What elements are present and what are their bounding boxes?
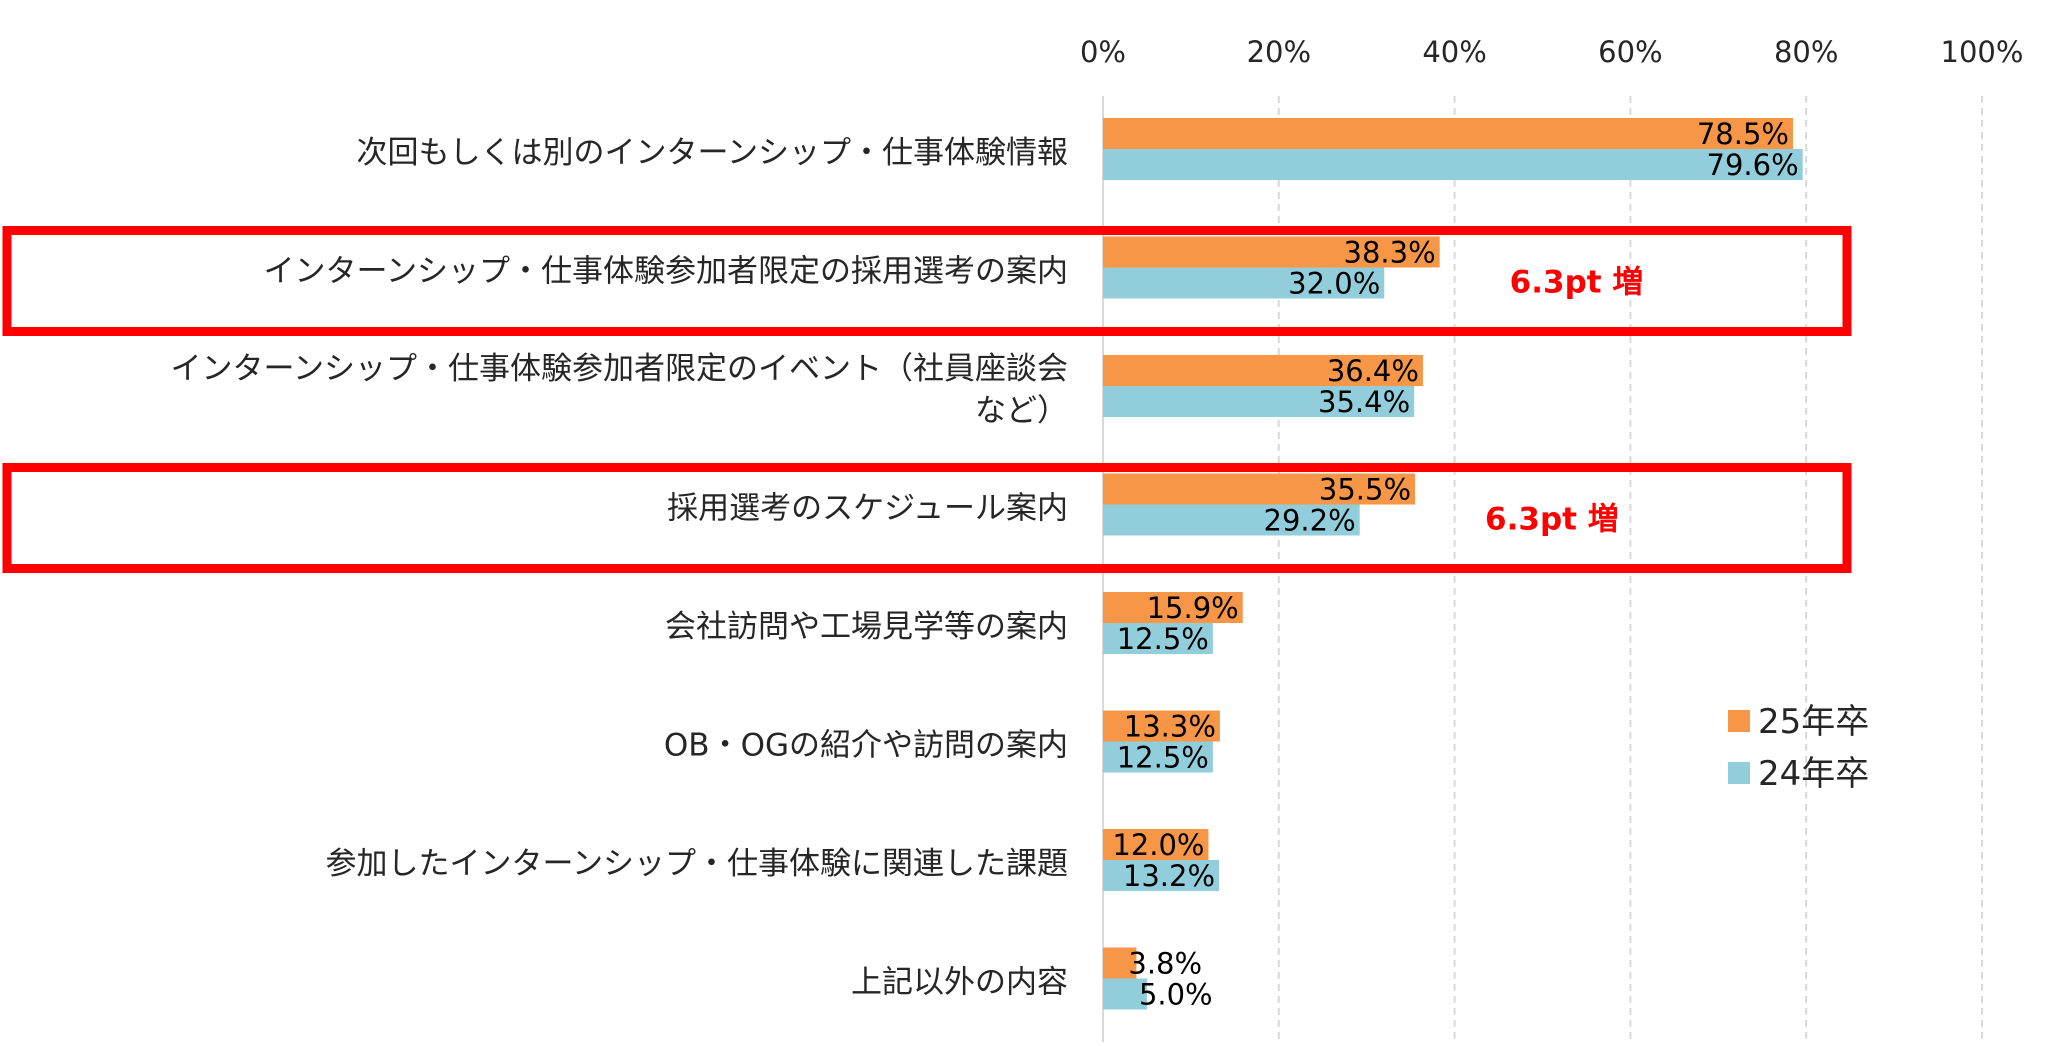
bar <box>1103 267 1385 299</box>
data-label: 78.5% <box>1697 117 1789 151</box>
category-label: OB・OGの紹介や訪問の案内 <box>664 728 1068 764</box>
data-label: 12.5% <box>1117 741 1209 775</box>
x-tick-label: 80% <box>1774 35 1838 69</box>
category-label: など） <box>975 393 1068 429</box>
data-label: 3.8% <box>1128 947 1202 981</box>
bar <box>1103 504 1360 536</box>
bar <box>1103 149 1803 180</box>
legend-swatch <box>1728 762 1750 784</box>
data-label: 29.2% <box>1264 504 1356 538</box>
data-label: 5.0% <box>1139 978 1213 1012</box>
data-label: 12.0% <box>1112 828 1204 862</box>
bar <box>1103 473 1416 505</box>
category-label: 会社訪問や工場見学等の案内 <box>665 609 1068 645</box>
highlight-box <box>2 226 1852 336</box>
annotation-text: 6.3pt 増 <box>1510 265 1644 301</box>
category-label: インターンシップ・仕事体験参加者限定の採用選考の案内 <box>264 254 1068 290</box>
category-label: インターンシップ・仕事体験参加者限定のイベント（社員座談会 <box>171 351 1068 387</box>
highlight-box <box>2 463 1852 573</box>
bar <box>1103 623 1213 654</box>
bar <box>1103 829 1209 860</box>
data-label: 35.5% <box>1319 473 1411 507</box>
category-label: 参加したインターンシップ・仕事体験に関連した課題 <box>326 846 1068 882</box>
annotation-text: 6.3pt 増 <box>1485 502 1619 538</box>
category-label: 次回もしくは別のインターンシップ・仕事体験情報 <box>357 135 1068 171</box>
bar <box>1103 741 1213 773</box>
data-label: 12.5% <box>1117 622 1209 656</box>
bar <box>1103 978 1147 1010</box>
legend-label: 24年卒 <box>1758 754 1869 794</box>
x-tick-label: 100% <box>1941 35 2024 69</box>
data-label: 13.2% <box>1123 859 1215 893</box>
data-label: 35.4% <box>1318 385 1410 419</box>
data-label: 36.4% <box>1327 354 1419 388</box>
bar <box>1103 860 1220 891</box>
category-label: 採用選考のスケジュール案内 <box>667 491 1068 527</box>
legend-swatch <box>1728 710 1750 732</box>
legend-label: 25年卒 <box>1758 702 1869 742</box>
data-label: 15.9% <box>1147 591 1239 625</box>
bar <box>1103 592 1243 623</box>
bar <box>1103 947 1137 979</box>
bar <box>1103 118 1794 149</box>
data-label: 13.3% <box>1124 710 1216 744</box>
category-label: 上記以外の内容 <box>851 965 1068 1001</box>
x-tick-label: 20% <box>1247 35 1311 69</box>
bar <box>1103 236 1440 268</box>
x-tick-label: 60% <box>1598 35 1662 69</box>
x-tick-label: 0% <box>1080 35 1126 69</box>
data-label: 38.3% <box>1344 236 1436 270</box>
bar <box>1103 710 1220 742</box>
data-label: 79.6% <box>1707 148 1799 182</box>
bar <box>1103 386 1415 417</box>
bar <box>1103 355 1423 386</box>
data-label: 32.0% <box>1288 267 1380 301</box>
x-tick-label: 40% <box>1422 35 1486 69</box>
